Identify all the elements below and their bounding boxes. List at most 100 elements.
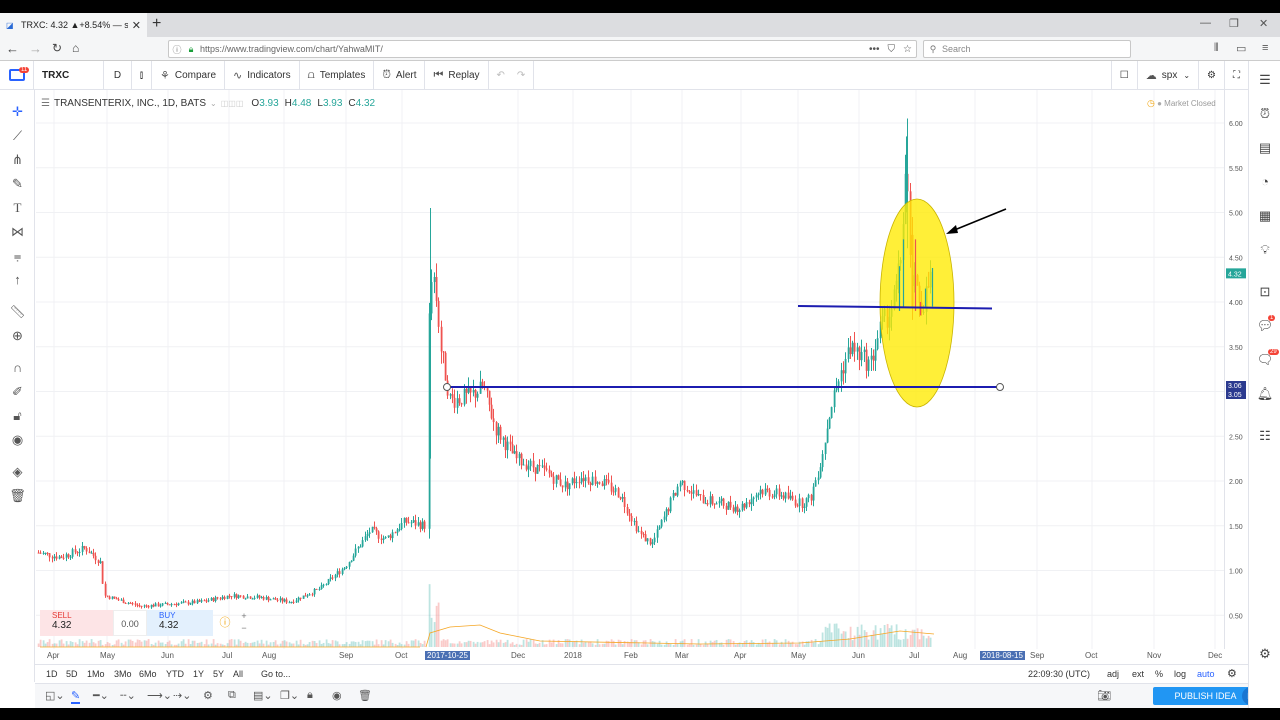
legend-symbol-name[interactable]: TRANSENTERIX, INC., 1D, BATS [53, 98, 207, 109]
lock-drawings-icon[interactable]: 🔓︎ [13, 408, 22, 423]
bookmark-star-icon[interactable]: ☆ [903, 43, 912, 55]
clock-time[interactable]: 22:09:30 (UTC) [1028, 669, 1091, 679]
fullscreen-button[interactable]: ⛶ [1225, 61, 1248, 89]
watchlist-icon[interactable]: ☰ [1259, 72, 1271, 87]
range-3mo[interactable]: 3Mo [114, 669, 132, 679]
object-tree-icon[interactable]: ◈ [12, 464, 23, 479]
minimize-icon[interactable]: — [1200, 17, 1211, 29]
interval-button[interactable]: D [104, 61, 132, 89]
range-1mo[interactable]: 1Mo [87, 669, 105, 679]
ideas-bulb-icon[interactable]: 💡︎ [1260, 242, 1270, 257]
browser-tab[interactable]: ◪ TRXC: 4.32 ▲+8.54% — spx — ✕ [0, 13, 147, 37]
hotlist-icon[interactable]: ◔ [1261, 174, 1269, 189]
dom-icon[interactable]: ☷ [1259, 428, 1271, 443]
visibility-icon[interactable]: ▤⌄ [253, 690, 273, 702]
camera-icon[interactable]: 📷︎ [1097, 690, 1111, 702]
legend-dropdown-icon[interactable]: ⌄ [210, 99, 217, 108]
plus-icon[interactable]: + [241, 611, 247, 621]
adj-toggle[interactable]: adj [1107, 669, 1120, 679]
library-icon[interactable]: ⫴ [1214, 42, 1219, 54]
range-1y[interactable]: 1Y [193, 669, 205, 679]
range-5y[interactable]: 5Y [213, 669, 225, 679]
axis-settings-icon[interactable]: ⚙ [1227, 668, 1237, 680]
settings-button[interactable]: ⚙ [1199, 61, 1225, 89]
notifications-bell-icon[interactable]: 🔔︎ [1256, 386, 1274, 401]
minus-icon[interactable]: − [241, 623, 247, 633]
time-axis[interactable]: Apr May Jun Jul Aug Sep Oct Dec 2018 Feb Mar Apr May… [35, 650, 1225, 662]
range-ytd[interactable]: YTD [166, 669, 184, 679]
url-text[interactable]: https://www.tradingview.com/chart/YahwaM… [200, 44, 383, 54]
home-icon[interactable]: ⌂ [72, 41, 80, 55]
range-6mo[interactable]: 6Mo [139, 669, 157, 679]
reload-icon[interactable]: ↻ [52, 41, 63, 55]
close-tab-icon[interactable]: ✕ [131, 19, 141, 32]
range-5d[interactable]: 5D [66, 669, 78, 679]
clone-icon[interactable]: ⧉ [228, 689, 236, 701]
draw-shape-icon[interactable]: ◱⌄ [45, 690, 65, 702]
publish-idea-button[interactable]: PUBLISH IDEA ▶ [1153, 687, 1260, 705]
line-ext-icon[interactable]: ⇢⌄ [173, 690, 192, 702]
prediction-icon[interactable]: ⩦ [13, 248, 22, 263]
hide-icon[interactable]: ◉ [332, 690, 342, 702]
back-icon[interactable]: ← [6, 41, 19, 56]
search-input[interactable]: ⚲ Search [923, 40, 1131, 58]
data-window-icon[interactable]: ▤ [1258, 140, 1272, 155]
alerts-clock-icon[interactable]: ⏰︎ [1259, 106, 1271, 121]
copy-icon[interactable]: ❐⌄ [280, 690, 300, 702]
compare-button[interactable]: ⚘ Compare [152, 61, 226, 89]
info-icon[interactable]: ⓘ [172, 44, 182, 55]
log-toggle[interactable]: log [1174, 669, 1187, 679]
zoom-in-icon[interactable]: ⊕ [12, 328, 23, 343]
ext-toggle[interactable]: ext [1132, 669, 1145, 679]
line-width-icon[interactable]: ━⌄ [93, 690, 109, 702]
range-all[interactable]: All [233, 669, 244, 679]
pitchfork-icon[interactable]: ⋔ [12, 152, 23, 167]
auto-toggle[interactable]: auto [1197, 669, 1215, 679]
drawing-settings-icon[interactable]: ⚙ [203, 690, 213, 702]
brush-icon[interactable]: ✎ [12, 176, 23, 191]
calendar-icon[interactable]: ▦ [1258, 208, 1272, 223]
url-bar[interactable]: ⓘ 🔒︎ https://www.tradingview.com/chart/Y… [168, 40, 917, 58]
layout-button[interactable]: ☐ [1110, 61, 1138, 89]
private-chats-icon[interactable]: 🗨︎ [1256, 352, 1274, 367]
streams-icon[interactable]: ⊡ [1259, 284, 1271, 299]
line-end-icon[interactable]: ⟶⌄ [147, 690, 172, 702]
help-icon[interactable]: ⚙ [1259, 646, 1271, 661]
crosshair-icon[interactable]: ✛ [12, 104, 23, 119]
sidebar-icon[interactable]: ▭ [1236, 43, 1247, 55]
menu-icon[interactable]: ≡ [1262, 42, 1269, 54]
alert-button[interactable]: ⏰︎ Alert [374, 61, 426, 89]
undo-button[interactable]: ↶ ↷ [489, 61, 535, 89]
range-1d[interactable]: 1D [46, 669, 58, 679]
legend-hide-icon[interactable]: ◫◫◫ [220, 99, 244, 108]
chat-icon[interactable]: 💬︎ [1256, 318, 1274, 333]
eye-icon[interactable]: ◉ [11, 432, 24, 447]
templates-button[interactable]: ⩍ Templates [300, 61, 375, 89]
stay-drawing-icon[interactable]: ✐ [12, 384, 23, 399]
sell-button[interactable]: SELL 4.32 [40, 610, 113, 636]
indicators-button[interactable]: ∿ Indicators [225, 61, 300, 89]
lock-icon[interactable]: 🔒︎ [307, 689, 313, 701]
trend-line-icon[interactable]: ⟋ [12, 128, 23, 143]
pattern-icon[interactable]: ⋈ [11, 224, 24, 239]
trash-icon[interactable]: 🗑︎ [9, 488, 26, 503]
legend-menu-icon[interactable]: ☰ [41, 98, 50, 109]
arrow-up-icon[interactable]: ↑ [14, 272, 21, 287]
main-menu-button[interactable]: 11 [0, 60, 34, 90]
trade-info-icon[interactable]: ⓘ [219, 617, 231, 629]
save-layout-button[interactable]: ☁ spx ⌄ [1138, 61, 1200, 89]
line-style-icon[interactable]: ╌⌄ [120, 690, 136, 702]
ruler-icon[interactable]: 📏︎ [9, 304, 26, 319]
maximize-icon[interactable]: ❐ [1229, 18, 1239, 30]
new-tab-icon[interactable]: + [152, 15, 162, 32]
price-chart[interactable]: 6.005.505.004.504.003.503.002.502.001.50… [0, 61, 1248, 681]
forward-icon[interactable]: → [29, 41, 42, 56]
goto-button[interactable]: Go to... [261, 669, 291, 679]
page-actions-icon[interactable]: ••• [869, 43, 880, 55]
quantity-stepper[interactable]: + − [237, 610, 251, 636]
delete-icon[interactable]: 🗑︎ [358, 690, 372, 702]
magnet-icon[interactable]: ∩ [12, 360, 23, 375]
replay-button[interactable]: ⏮ Replay [425, 61, 489, 89]
line-color-icon[interactable]: ✎ [71, 690, 81, 704]
text-tool-icon[interactable]: T [13, 200, 22, 215]
